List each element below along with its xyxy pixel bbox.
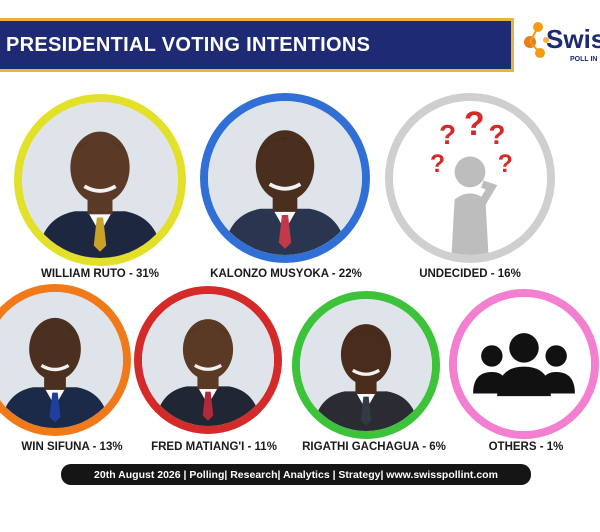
candidate-photo-win-sifuna xyxy=(0,284,131,436)
group-people-icon xyxy=(457,297,591,431)
svg-text:?: ? xyxy=(488,119,505,150)
candidate-label-kalonzo-musyoka: KALONZO MUSYOKA - 22% xyxy=(210,268,362,280)
page-title: PRESIDENTIAL VOTING INTENTIONS xyxy=(6,33,371,56)
candidate-photo-kalonzo-musyoka xyxy=(200,93,370,263)
candidate-label-william-ruto: WILLIAM RUTO - 31% xyxy=(41,268,159,280)
molecule-logo-icon xyxy=(524,22,549,58)
portrait-photo xyxy=(0,292,123,428)
question-thinker-icon: ????? xyxy=(393,101,547,255)
svg-text:?: ? xyxy=(464,105,485,143)
candidate-label-others: OTHERS - 1% xyxy=(488,441,564,453)
portrait-photo xyxy=(22,102,178,258)
swiss-poll-logo: Swis POLL IN xyxy=(524,18,600,70)
logo-name: Swis xyxy=(546,24,600,54)
candidate-label-rigathi-gachagua: RIGATHI GACHAGUA - 6% xyxy=(302,441,446,453)
portrait-photo xyxy=(208,101,362,255)
candidate-label-win-sifuna: WIN SIFUNA - 13% xyxy=(21,441,123,453)
candidate-photo-fred-matiang-i xyxy=(134,286,282,434)
title-banner: PRESIDENTIAL VOTING INTENTIONS xyxy=(0,18,514,72)
svg-text:?: ? xyxy=(439,119,456,150)
logo-subtitle: POLL IN xyxy=(570,56,598,63)
footer-text: 20th August 2026 | Polling| Research| An… xyxy=(94,468,498,481)
svg-text:?: ? xyxy=(498,151,513,178)
candidate-photo-william-ruto xyxy=(14,94,186,266)
candidate-photo-rigathi-gachagua xyxy=(292,291,440,439)
portrait-photo xyxy=(300,299,432,431)
svg-text:?: ? xyxy=(430,151,445,178)
candidate-label-undecided: UNDECIDED - 16% xyxy=(419,268,521,280)
portrait-photo xyxy=(142,294,274,426)
footer-bar: 20th August 2026 | Polling| Research| An… xyxy=(61,464,531,485)
candidate-photo-undecided: ????? xyxy=(385,93,555,263)
candidate-photo-others xyxy=(449,289,599,439)
candidate-label-fred-matiang-i: FRED MATIANG'I - 11% xyxy=(151,441,277,453)
